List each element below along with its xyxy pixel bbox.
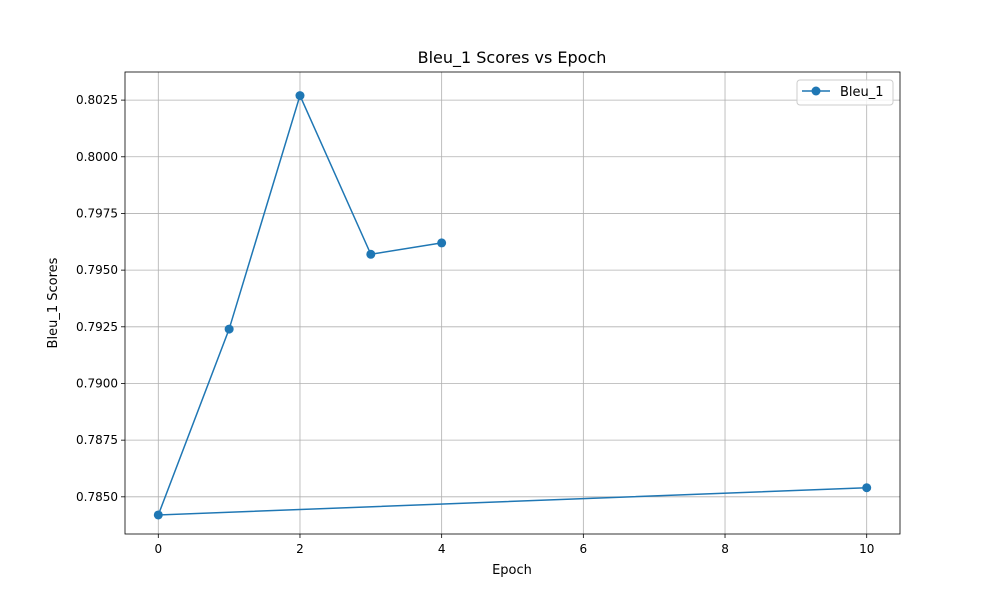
data-point (437, 238, 447, 248)
grid (125, 72, 900, 534)
x-tick-label: 8 (721, 542, 729, 556)
y-tick-label: 0.7900 (76, 376, 118, 390)
x-tick-label: 4 (438, 542, 446, 556)
y-tick-label: 0.7850 (76, 490, 118, 504)
y-tick-label: 0.8025 (76, 93, 118, 107)
data-point (366, 249, 376, 259)
y-tick-label: 0.7975 (76, 206, 118, 220)
x-axis-label: Epoch (492, 563, 532, 578)
y-tick-label: 0.7925 (76, 320, 118, 334)
x-tick-label: 10 (859, 542, 874, 556)
y-tick-label: 0.8000 (76, 150, 118, 164)
x-axis: 0 2 4 6 8 10 (154, 534, 874, 556)
data-point (862, 483, 872, 493)
y-axis: 0.7850 0.7875 0.7900 0.7925 0.7950 0.7975 0.80… (76, 93, 125, 504)
legend: Bleu_1 (796, 79, 894, 106)
series-layer (153, 91, 872, 520)
plot-background (125, 72, 900, 534)
data-point (224, 324, 234, 334)
y-axis-label: Bleu_1 Scores (46, 257, 61, 348)
plot-frame (124, 71, 901, 535)
data-point (153, 510, 163, 520)
series-line (157, 93, 867, 516)
y-tick-label: 0.7875 (76, 433, 118, 447)
legend-label: Bleu_1 (840, 85, 884, 100)
x-tick-label: 2 (296, 542, 304, 556)
legend-box (796, 79, 894, 106)
legend-marker (811, 86, 821, 96)
y-tick-label: 0.7950 (76, 263, 118, 277)
x-tick-label: 0 (154, 542, 162, 556)
chart-title: Bleu_1 Scores vs Epoch (418, 48, 607, 68)
data-point (295, 91, 305, 101)
x-tick-label: 6 (580, 542, 588, 556)
